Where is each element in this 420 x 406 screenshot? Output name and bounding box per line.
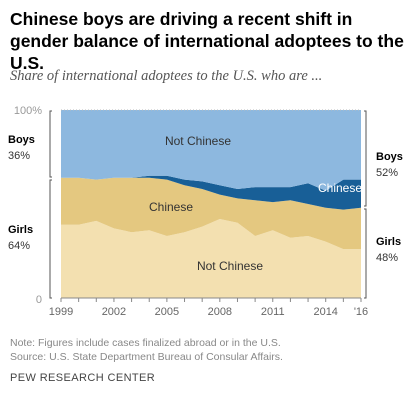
x-tick-label: 2002 xyxy=(102,306,126,318)
right-bracket-girls xyxy=(364,208,367,299)
left-label-girls-value: 64% xyxy=(8,240,30,252)
left-label-girls-name: Girls xyxy=(8,224,33,236)
left-brackets xyxy=(49,110,52,299)
gridline-layer xyxy=(61,109,361,299)
chart-note: Note: Figures include cases finalized ab… xyxy=(10,337,281,349)
area-label-boys-chinese: Chinese xyxy=(318,181,362,195)
x-tick-label: 2014 xyxy=(313,306,337,318)
chart-source: Source: U.S. State Department Bureau of … xyxy=(10,351,283,363)
area-label-girls-chinese: Chinese xyxy=(149,200,193,214)
area-girls-chinese xyxy=(61,177,361,250)
area-layer xyxy=(61,110,361,298)
x-tick-label: 2011 xyxy=(261,306,285,318)
area-label-girls-not-chinese: Not Chinese xyxy=(197,259,263,273)
x-tick-label: 2008 xyxy=(208,306,232,318)
x-tick-label: 1999 xyxy=(49,306,73,318)
area-label-boys-not-chinese: Not Chinese xyxy=(165,134,231,148)
pew-research-center-logo: PEW RESEARCH CENTER xyxy=(10,372,156,384)
right-brackets xyxy=(364,110,367,299)
x-tick-label: '16 xyxy=(354,306,368,318)
area-girls-not-chinese xyxy=(61,219,361,298)
x-tick-label: 2005 xyxy=(155,306,179,318)
y-tick-label-bottom: 0 xyxy=(36,294,42,306)
right-label-girls-value: 48% xyxy=(376,252,398,264)
x-axis-ticks: 1999 2002 2005 2008 2011 2014 '16 xyxy=(49,298,368,318)
area-boys-chinese xyxy=(61,175,361,210)
right-bracket-boys xyxy=(364,110,367,207)
y-tick-label-top: 100% xyxy=(14,105,42,117)
stacked-area-chart: 100% 0 1999 2002 2005 2008 2011 2014 '16 Not C… xyxy=(8,105,403,318)
right-label-girls-name: Girls xyxy=(376,236,401,248)
area-boys-not-chinese xyxy=(61,110,361,191)
chart-title: Chinese boys are driving a recent shift … xyxy=(10,9,404,73)
left-bracket-boys xyxy=(49,110,52,178)
right-label-boys-name: Boys xyxy=(376,151,403,163)
left-bracket-girls xyxy=(49,179,52,299)
chart-subtitle: Share of international adoptees to the U… xyxy=(10,68,323,84)
right-label-boys-value: 52% xyxy=(376,167,398,179)
left-label-boys-value: 36% xyxy=(8,150,30,162)
left-label-boys-name: Boys xyxy=(8,134,35,146)
